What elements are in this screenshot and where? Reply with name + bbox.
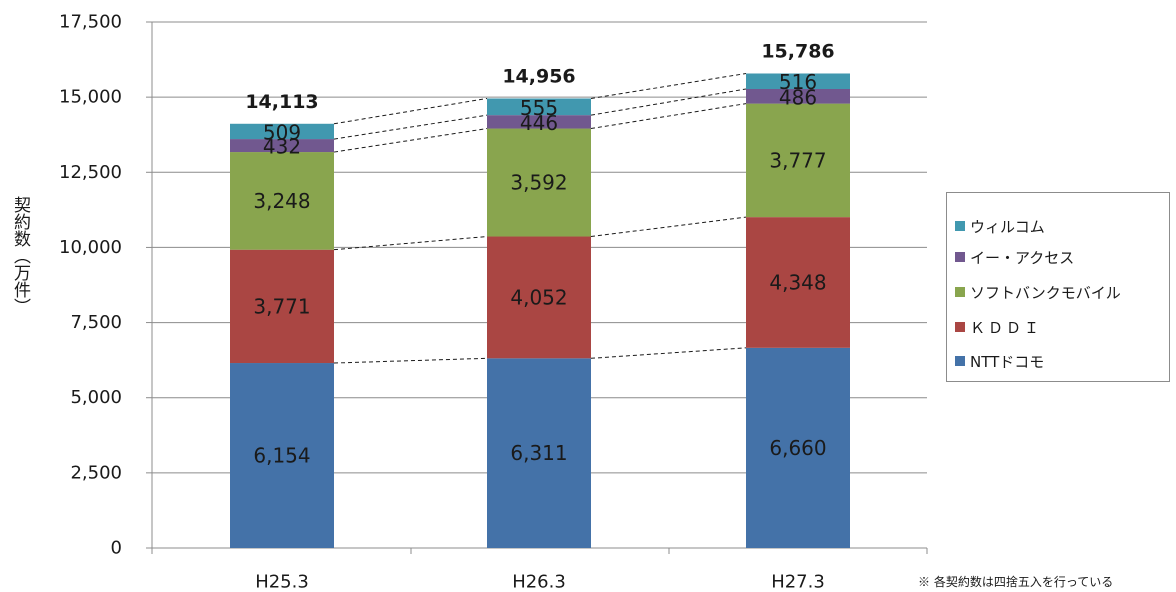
connector-line <box>333 128 488 153</box>
bar-segment <box>746 103 850 218</box>
bar-segment <box>230 363 334 548</box>
total-value-label: 14,956 <box>502 65 575 87</box>
connector-line <box>333 236 488 251</box>
connector-line <box>333 97 488 125</box>
legend-swatch-willcom <box>955 221 965 231</box>
bar-segment <box>230 139 334 153</box>
legend-label-willcom: ウィルコム <box>970 217 1045 236</box>
legend-label-softbank: ソフトバンクモバイル <box>970 283 1121 302</box>
segment-value-label: 6,660 <box>769 436 826 460</box>
bar-segment <box>746 73 850 89</box>
segment-value-label: 3,771 <box>253 294 310 318</box>
bar-segment <box>230 152 334 250</box>
y-axis-label: 契約数（万件） <box>10 196 30 315</box>
segment-value-label: 516 <box>779 70 817 94</box>
bar-segment <box>487 115 591 129</box>
bar-segment <box>487 236 591 359</box>
y-tick-label: 15,000 <box>59 87 122 108</box>
legend-swatch-softbank <box>955 287 965 297</box>
connector-line <box>333 114 488 140</box>
bar-segment <box>230 249 334 364</box>
segment-value-label: 4,348 <box>769 270 826 294</box>
bar-segment <box>487 128 591 237</box>
connector-line <box>590 216 747 238</box>
y-tick-label: 12,500 <box>59 162 122 183</box>
segment-value-label: 6,154 <box>253 444 310 468</box>
segment-value-label: 446 <box>520 111 558 135</box>
legend-label-eaccess: イー・アクセス <box>970 248 1075 267</box>
y-tick-label: 17,500 <box>59 12 122 33</box>
x-tick-label: H26.3 <box>512 572 566 592</box>
total-value-label: 14,113 <box>245 91 318 113</box>
segment-value-label: 6,311 <box>510 441 567 465</box>
bar-segment <box>487 98 591 116</box>
y-tick-label: 5,000 <box>70 387 122 408</box>
legend-swatch-kddi <box>955 322 965 332</box>
total-value-label: 15,786 <box>761 41 834 63</box>
legend-item-eaccess: イー・アクセス <box>955 246 1074 268</box>
y-tick-label: 7,500 <box>70 312 122 333</box>
connector-line <box>333 357 488 364</box>
legend-item-willcom: ウィルコム <box>955 215 1045 237</box>
y-tick-label: 10,000 <box>59 237 122 258</box>
x-tick-label: H27.3 <box>771 572 825 592</box>
bar-segment <box>230 123 334 140</box>
y-tick-label: 2,500 <box>70 462 122 483</box>
segment-value-label: 3,777 <box>769 148 826 172</box>
segment-value-label: 509 <box>263 120 301 144</box>
legend-swatch-docomo <box>955 356 965 366</box>
segment-value-label: 4,052 <box>510 285 567 309</box>
connector-line <box>590 103 747 130</box>
bar-segment <box>487 358 591 548</box>
connector-line <box>590 72 747 99</box>
legend-label-docomo: NTTドコモ <box>970 352 1045 371</box>
legend-item-softbank: ソフトバンクモバイル <box>955 281 1121 303</box>
legend: ウィルコム イー・アクセス ソフトバンクモバイル ＫＤＤＩ NTTドコモ <box>946 192 1170 382</box>
x-tick-label: H25.3 <box>255 572 309 592</box>
bar-segment <box>746 88 850 104</box>
legend-item-kddi: ＫＤＤＩ <box>955 316 1042 338</box>
legend-item-docomo: NTTドコモ <box>955 350 1044 372</box>
segment-value-label: 555 <box>520 96 558 120</box>
connector-line <box>590 347 747 359</box>
connector-line <box>590 88 747 116</box>
legend-label-kddi: ＫＤＤＩ <box>970 318 1043 337</box>
legend-swatch-eaccess <box>955 252 965 262</box>
y-tick-label: 0 <box>111 538 122 559</box>
segment-value-label: 3,248 <box>253 189 310 213</box>
bar-segment <box>746 347 850 548</box>
bar-segment <box>746 217 850 348</box>
segment-value-label: 486 <box>779 85 817 109</box>
footnote: ※ 各契約数は四捨五入を行っている <box>918 575 1114 589</box>
segment-value-label: 3,592 <box>510 171 567 195</box>
